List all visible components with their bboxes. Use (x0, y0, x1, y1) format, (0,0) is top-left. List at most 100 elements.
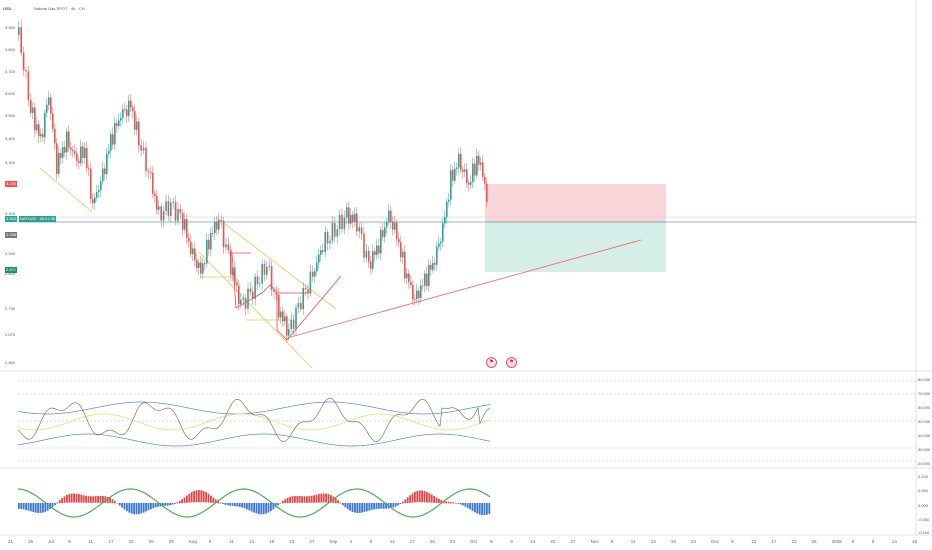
macd-histogram-bar (258, 503, 260, 515)
candle-body (292, 319, 295, 329)
symbol-short[interactable]: USD (3, 6, 12, 11)
macd-histogram-bar (394, 503, 397, 507)
candle-body (426, 273, 428, 286)
macd-histogram-bar (361, 503, 363, 513)
candle-body (244, 298, 247, 309)
candle-body (402, 251, 404, 258)
target-price-tag: 2.871 (5, 267, 18, 273)
time-tick-label: 24 (449, 539, 455, 544)
candle-body (236, 282, 238, 286)
candle-body (44, 112, 46, 138)
macd-histogram-bar (471, 503, 474, 511)
macd-histogram-bar (358, 503, 361, 513)
candle-body (30, 100, 32, 113)
candle-body (326, 232, 329, 244)
macd-histogram-bar (169, 503, 171, 506)
candle-body (68, 131, 70, 148)
macd-histogram-bar (99, 495, 102, 503)
candle-body (214, 221, 216, 234)
macd-histogram-bar (351, 503, 354, 512)
price-tick-label: 3.800 (5, 47, 16, 52)
earnings-flag-icon[interactable]: ⚑ (486, 357, 497, 368)
macd-histogram-bar (346, 503, 349, 510)
candle-body (222, 220, 225, 248)
time-tick-label: 27 (570, 539, 576, 544)
macd-histogram-bar (428, 493, 431, 503)
candle-body (177, 208, 179, 221)
macd-histogram-bar (97, 496, 99, 503)
candle-body (116, 123, 118, 126)
macd-histogram-bar (66, 494, 68, 503)
candle-body (20, 27, 22, 53)
macd-histogram-bar (342, 503, 344, 506)
candle-body (376, 245, 378, 255)
candle-body (398, 239, 400, 243)
macd-histogram-bar (267, 503, 270, 513)
candle-body (392, 221, 394, 230)
macd-histogram-bar (253, 503, 255, 513)
candle-body (62, 147, 64, 158)
candle-body (56, 143, 58, 174)
macd-histogram-bar (330, 495, 332, 503)
macd-histogram-bar (248, 503, 251, 511)
candle-body (145, 147, 147, 172)
time-tick-label: 26 (28, 539, 34, 544)
macd-histogram-bar (42, 503, 44, 513)
candle-body (446, 201, 448, 218)
candle-body (198, 262, 200, 268)
macd-histogram-bar (279, 502, 282, 504)
macd-histogram-bar (392, 503, 395, 508)
macd-tick-label: 0.000 (918, 503, 929, 508)
macd-histogram-bar (313, 495, 315, 503)
macd-histogram-bar (397, 503, 399, 506)
macd-histogram-bar (145, 503, 147, 512)
macd-histogram-bar (262, 503, 265, 515)
candle-body (466, 169, 468, 183)
macd-histogram-bar (142, 503, 145, 513)
macd-histogram-bar (411, 493, 414, 503)
candle-body (247, 288, 249, 309)
candle-body (230, 249, 232, 275)
candle-body (194, 248, 196, 261)
candle-body (134, 111, 136, 130)
candle-body (227, 244, 230, 250)
candle-body (307, 289, 309, 294)
rsi-bb-upper (17, 401, 491, 415)
price-tick-label: 2.730 (5, 306, 16, 311)
candle-body (114, 123, 116, 145)
candle-body (442, 223, 444, 242)
candle-body (96, 192, 98, 198)
macd-histogram-bar (162, 503, 164, 507)
macd-histogram-bar (260, 503, 263, 515)
candle-body (167, 201, 170, 216)
macd-histogram-bar (123, 503, 126, 510)
flag-icon[interactable]: ⚑ (506, 357, 517, 368)
rsi-pane (17, 380, 916, 462)
macd-histogram-bar (450, 502, 452, 504)
macd-histogram-bar (421, 490, 423, 503)
candle-body (396, 222, 398, 240)
candle-body (36, 124, 38, 131)
macd-histogram-bar (75, 493, 78, 503)
macd-histogram-bar (80, 494, 83, 503)
candle-body (316, 262, 318, 272)
macd-histogram-bar (250, 503, 253, 512)
macd-histogram-bar (178, 500, 181, 504)
macd-histogram-bar (486, 503, 488, 515)
candle-body (448, 199, 450, 202)
candle-body (278, 294, 280, 318)
macd-histogram-bar (56, 502, 59, 504)
candle-body (80, 146, 82, 164)
macd-histogram-bar (130, 503, 133, 514)
candle-body (388, 210, 390, 223)
candle-body (400, 242, 402, 258)
time-tick-label: Oct (470, 539, 478, 544)
rsi-tick-label: 30.000 (918, 447, 931, 452)
candle-body (456, 167, 458, 169)
macd-histogram-bar (198, 490, 200, 503)
macd-histogram-bar (135, 503, 138, 515)
candle-body (92, 199, 94, 203)
time-tick-label: 27 (309, 539, 315, 544)
candle-body (184, 219, 186, 230)
